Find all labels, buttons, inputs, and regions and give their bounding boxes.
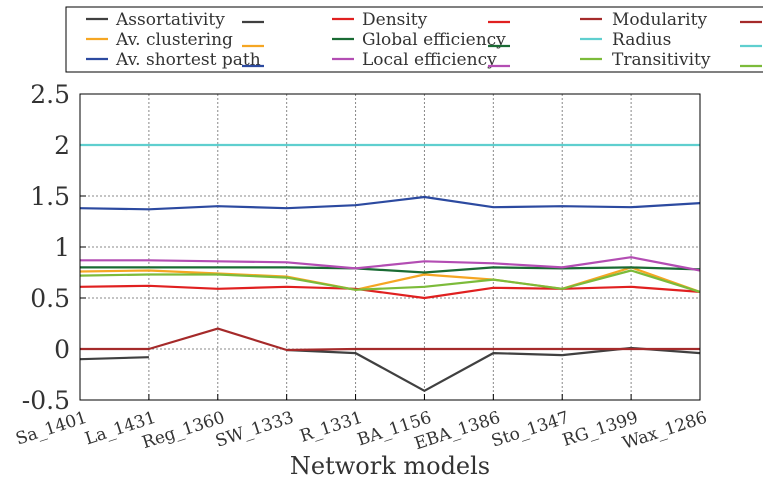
series-lines <box>79 143 701 392</box>
legend: Assortativity Density Modularity Av. cluste… <box>65 6 763 73</box>
legend-label: Av. clustering <box>115 30 233 50</box>
legend-label: Density <box>362 10 428 30</box>
x-tick-label: SW_1333 <box>213 408 296 452</box>
x-axis-label: Network models <box>290 452 490 480</box>
series-line-1 <box>79 266 701 293</box>
y-tick-label: 2 <box>54 131 70 160</box>
series-line-3 <box>79 284 701 300</box>
legend-label: Global efficiency <box>362 30 506 50</box>
legend-label: Radius <box>612 30 671 50</box>
y-tick-label: 0 <box>54 335 70 364</box>
x-tick-label: Sto_1347 <box>489 408 572 452</box>
series-line-4 <box>80 266 701 274</box>
y-tick-label: 1.5 <box>30 182 70 211</box>
y-tick-labels: -0.5 0 0.5 1 1.5 2 2.5 <box>22 80 70 415</box>
legend-label: Local efficiency <box>362 50 497 70</box>
grid-lines <box>79 93 701 401</box>
legend-box <box>65 6 763 73</box>
plot-frame <box>79 93 701 401</box>
legend-label: Modularity <box>612 10 707 30</box>
series-line-8 <box>79 269 701 293</box>
series-line-2 <box>79 195 701 211</box>
series-line-5 <box>80 256 701 272</box>
y-tick-label: -0.5 <box>22 386 70 415</box>
series-line-0 <box>79 346 701 392</box>
y-tick-label: 2.5 <box>30 80 70 109</box>
y-tick-label: 1 <box>54 233 70 262</box>
legend-label: Assortativity <box>115 10 225 30</box>
legend-label: Transitivity <box>612 50 711 70</box>
y-tick-label: 0.5 <box>30 284 70 313</box>
x-tick-label: R_1331 <box>298 408 366 447</box>
legend-label: Av. shortest path <box>115 50 261 70</box>
series-line-6 <box>80 327 700 352</box>
